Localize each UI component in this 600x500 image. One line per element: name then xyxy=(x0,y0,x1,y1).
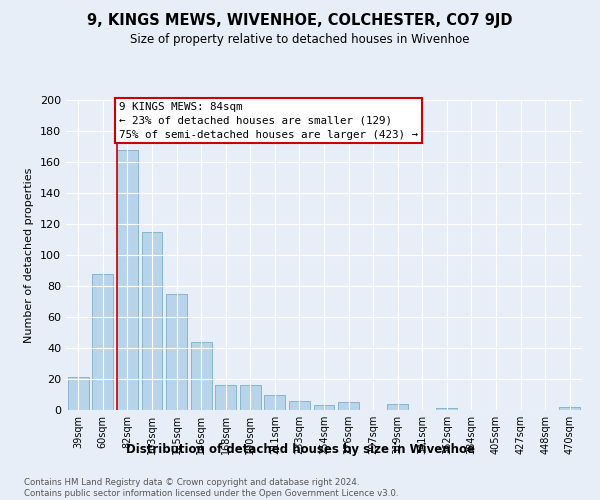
Bar xyxy=(289,400,310,410)
Bar xyxy=(92,274,113,410)
Text: 9 KINGS MEWS: 84sqm
← 23% of detached houses are smaller (129)
75% of semi-detac: 9 KINGS MEWS: 84sqm ← 23% of detached ho… xyxy=(119,102,418,140)
Bar xyxy=(68,378,89,410)
Bar xyxy=(436,408,457,410)
Bar xyxy=(265,394,286,410)
Bar xyxy=(191,342,212,410)
Bar xyxy=(314,406,334,410)
Bar xyxy=(559,407,580,410)
Text: 9, KINGS MEWS, WIVENHOE, COLCHESTER, CO7 9JD: 9, KINGS MEWS, WIVENHOE, COLCHESTER, CO7… xyxy=(87,12,513,28)
Bar xyxy=(387,404,408,410)
Bar xyxy=(142,232,163,410)
Text: Size of property relative to detached houses in Wivenhoe: Size of property relative to detached ho… xyxy=(130,32,470,46)
Text: Distribution of detached houses by size in Wivenhoe: Distribution of detached houses by size … xyxy=(125,442,475,456)
Bar xyxy=(215,385,236,410)
Bar xyxy=(338,402,359,410)
Bar xyxy=(117,150,138,410)
Bar xyxy=(166,294,187,410)
Y-axis label: Number of detached properties: Number of detached properties xyxy=(25,168,34,342)
Bar xyxy=(240,385,261,410)
Text: Contains HM Land Registry data © Crown copyright and database right 2024.
Contai: Contains HM Land Registry data © Crown c… xyxy=(24,478,398,498)
